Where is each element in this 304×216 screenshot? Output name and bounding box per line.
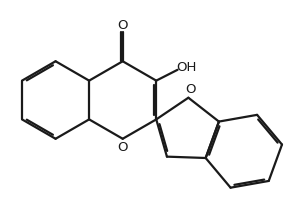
- Text: OH: OH: [176, 61, 196, 74]
- Text: O: O: [117, 141, 128, 154]
- Text: O: O: [117, 19, 128, 32]
- Text: O: O: [185, 83, 195, 97]
